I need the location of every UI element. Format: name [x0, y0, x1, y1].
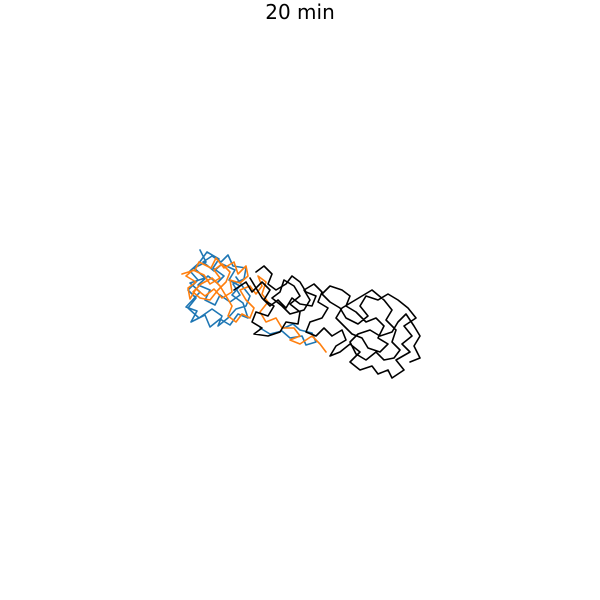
- chain-b-path: [181, 257, 327, 353]
- figure-title: 20 min: [265, 0, 335, 24]
- chain-c-path: [233, 279, 421, 379]
- chain-c-loop: [249, 265, 317, 309]
- chain-a-path: [185, 249, 251, 328]
